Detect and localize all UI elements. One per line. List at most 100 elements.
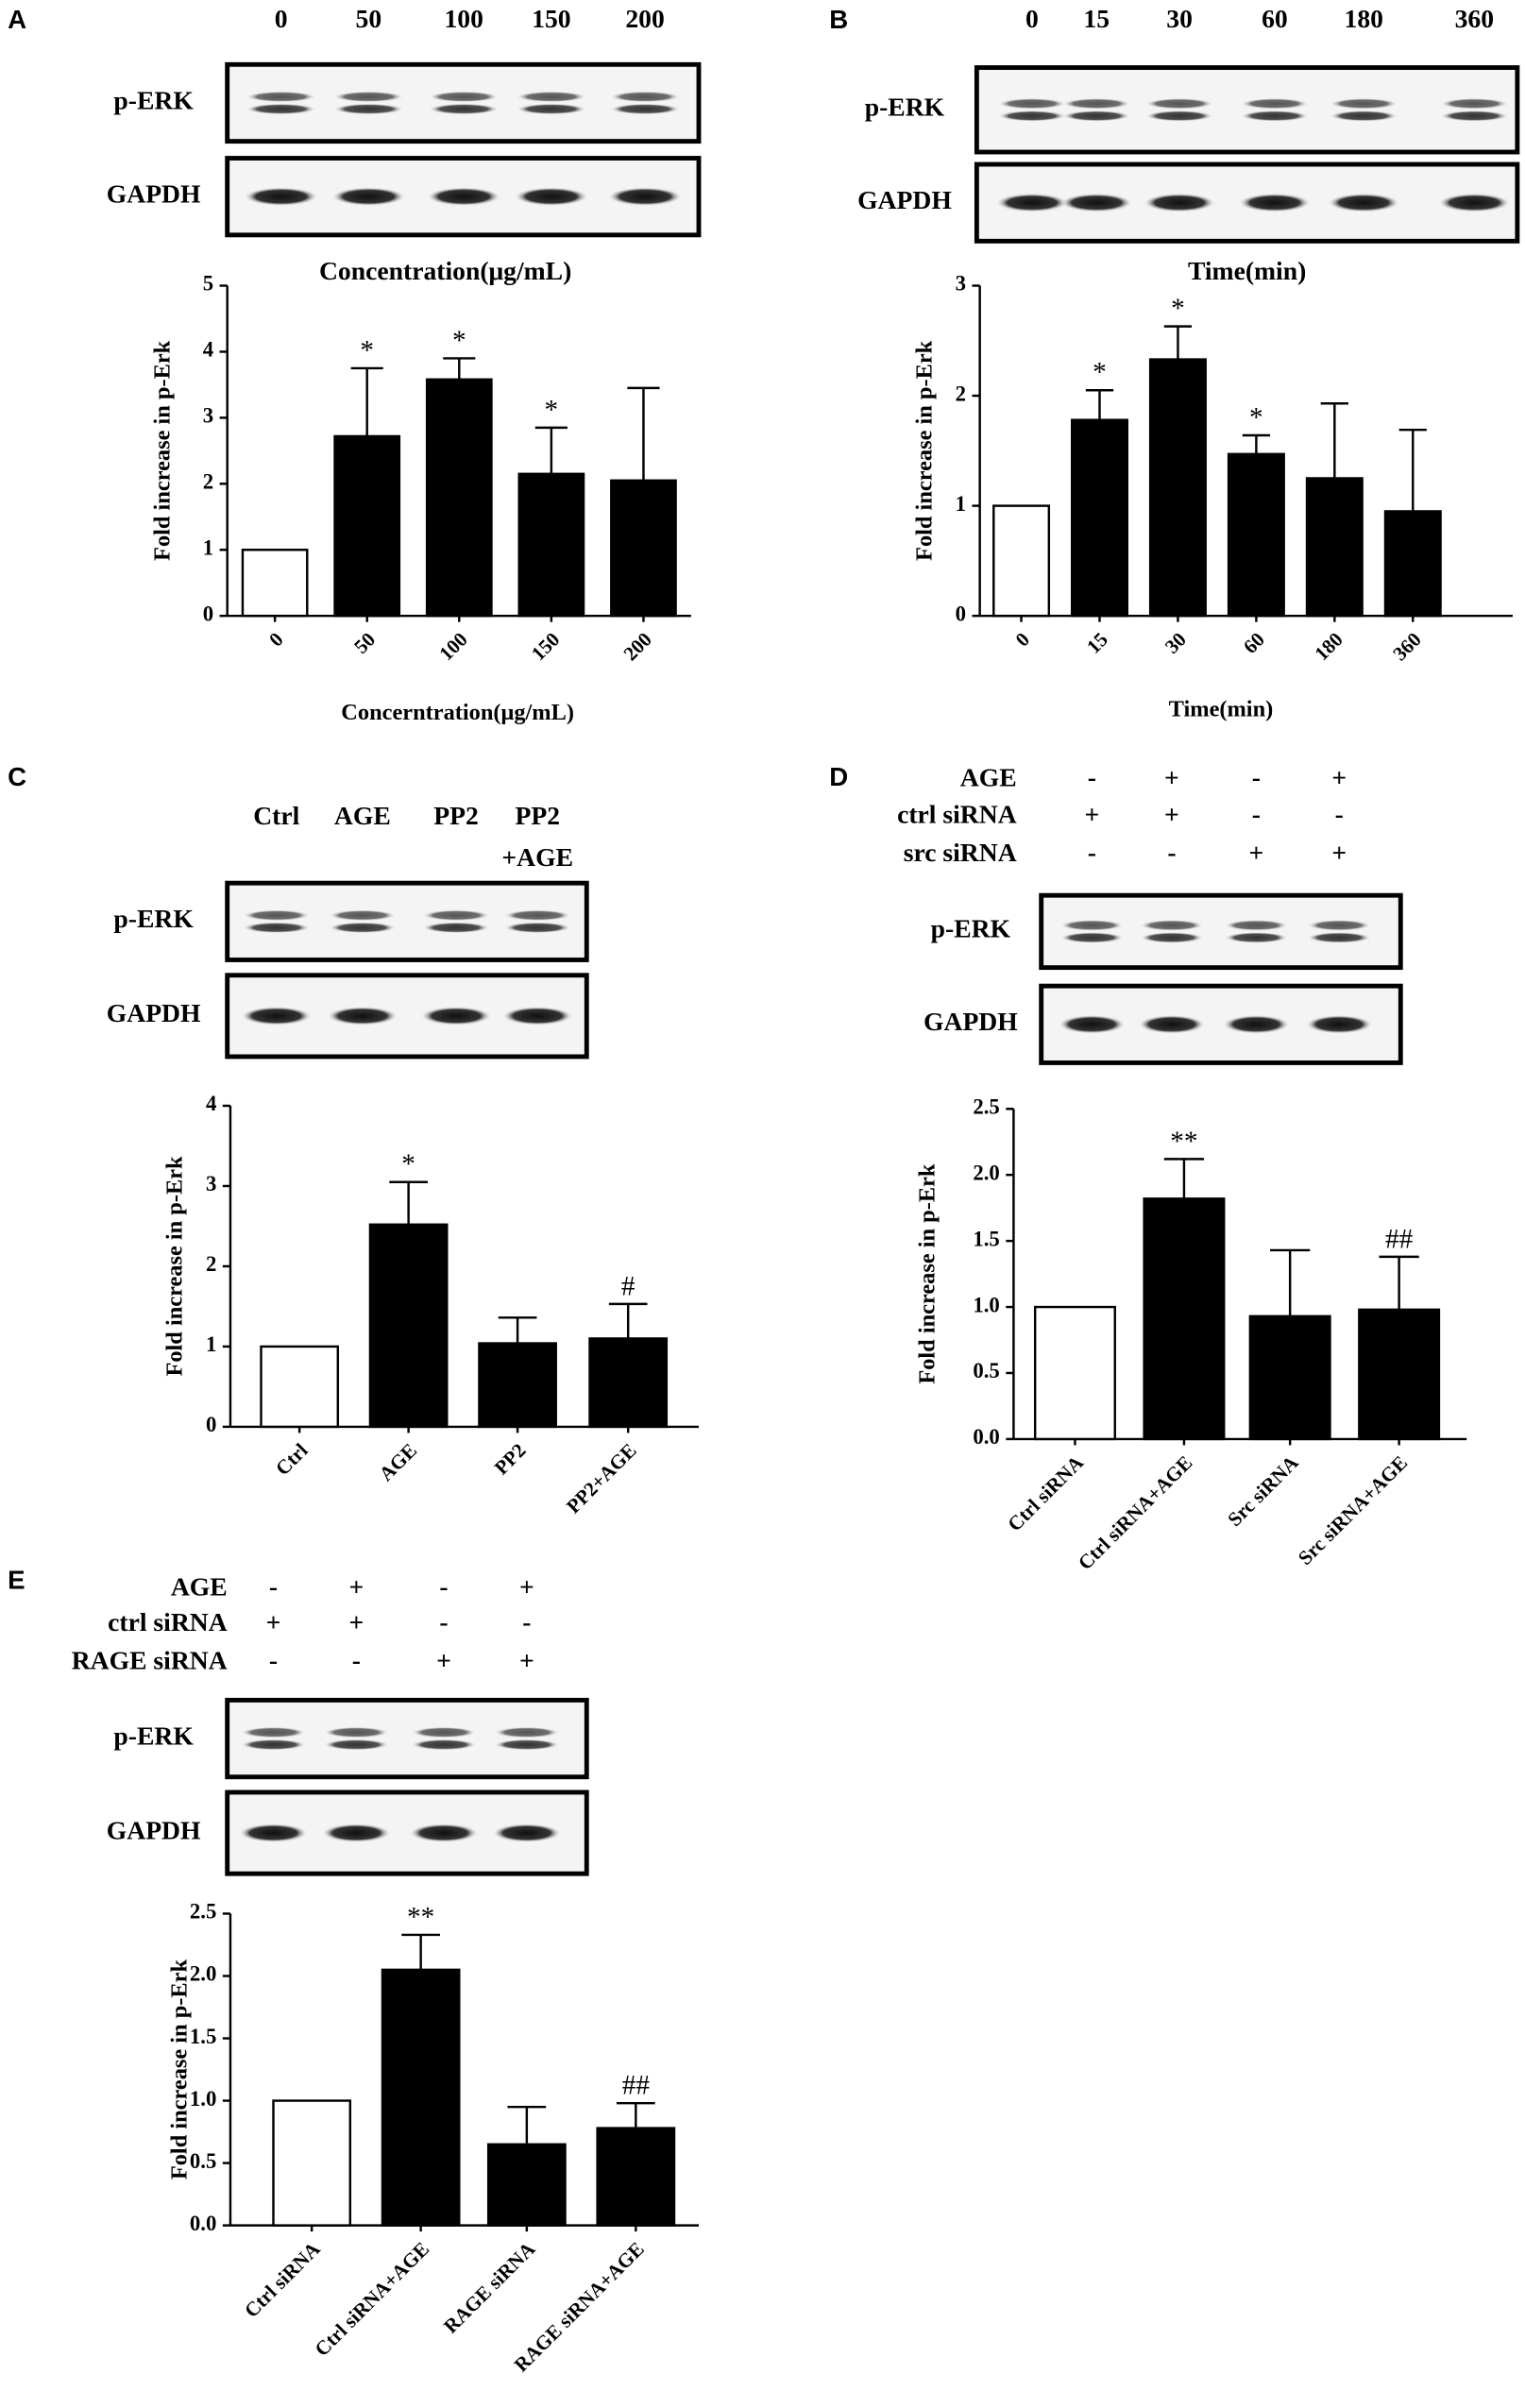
blot-band <box>504 909 571 922</box>
blot-band <box>322 1823 391 1842</box>
blot-band <box>410 1823 478 1842</box>
blot-band <box>1145 98 1213 110</box>
y-tick-label: 1 <box>956 492 966 516</box>
blot-band <box>1328 193 1399 212</box>
condition-label: AGE <box>960 763 1017 792</box>
lane-label: PP2 <box>515 801 560 830</box>
y-axis-label: Fold increase in p-Erk <box>162 1156 188 1377</box>
y-axis-label: Fold increase in p-Erk <box>911 340 937 561</box>
condition-sign: - <box>522 1607 531 1636</box>
y-axis-label: Fold increase in p-Erk <box>915 1163 940 1384</box>
blot-band <box>245 187 318 206</box>
blot-box <box>225 880 589 962</box>
blot-band <box>1140 932 1204 943</box>
blot-band <box>1060 193 1132 212</box>
bar <box>241 549 309 618</box>
y-axis-label: Fold increase in p-Erk <box>150 340 176 561</box>
lane-label: +AGE <box>501 842 573 872</box>
bar <box>1383 510 1442 618</box>
lane-label: AGE <box>334 801 391 830</box>
blot-band <box>1239 193 1311 212</box>
blot-band <box>1440 98 1508 110</box>
blot-band <box>423 909 490 922</box>
y-tick-label: 2 <box>956 382 966 405</box>
condition-sign: + <box>436 1646 451 1675</box>
condition-label: ctrl siRNA <box>897 800 1017 829</box>
bar <box>1227 452 1285 618</box>
blot-row-label: GAPDH <box>857 185 952 214</box>
blot-band <box>246 103 316 115</box>
lane-label: 0 <box>275 4 288 33</box>
y-tick-label: 1.5 <box>190 2025 216 2048</box>
bar <box>1305 477 1364 618</box>
lane-label: 60 <box>1262 4 1288 33</box>
y-tick-label: 4 <box>206 1092 216 1115</box>
panel-letter: C <box>8 762 26 791</box>
y-tick-label: 1.0 <box>190 2087 216 2111</box>
significance-mark: * <box>1249 402 1263 432</box>
blot-band <box>421 1007 491 1026</box>
blot-box <box>225 61 702 144</box>
y-tick-label: 0.0 <box>973 1425 999 1449</box>
blot-band <box>502 1007 573 1026</box>
blot-band <box>608 187 682 206</box>
blot-row-label: p-ERK <box>931 914 1011 943</box>
condition-sign: - <box>439 1572 448 1602</box>
blot-band <box>1330 98 1398 110</box>
y-tick-label: 2.0 <box>973 1161 999 1184</box>
blot-band <box>239 1823 308 1842</box>
blot-band <box>1060 920 1124 931</box>
bar <box>1248 1314 1331 1441</box>
x-axis-label: Concerntration(μg/mL) <box>341 700 574 725</box>
significance-mark: ## <box>1385 1224 1414 1254</box>
blot-band <box>1223 1015 1290 1034</box>
panel-letter: B <box>829 5 848 34</box>
bar <box>381 1968 461 2227</box>
y-tick-label: 1.0 <box>973 1293 999 1316</box>
blot-band <box>333 103 403 115</box>
lane-label: 15 <box>1083 4 1110 33</box>
blot-row-label: p-ERK <box>113 904 194 933</box>
significance-mark: * <box>360 335 374 365</box>
lane-label: 0 <box>1025 4 1039 33</box>
y-tick-label: 0 <box>206 1413 216 1436</box>
bar <box>992 504 1051 618</box>
lane-label: Ctrl <box>253 801 299 830</box>
blot-band <box>517 91 586 103</box>
y-tick-label: 4 <box>203 338 213 362</box>
blot-band <box>429 91 499 103</box>
blot-band <box>429 103 499 115</box>
blot-row-label: p-ERK <box>113 85 194 114</box>
blot-band <box>610 103 680 115</box>
blot-band <box>1062 110 1130 122</box>
condition-sign: + <box>519 1646 534 1675</box>
condition-sign: - <box>1167 838 1176 867</box>
blot-row-label: GAPDH <box>923 1007 1018 1036</box>
condition-label: ctrl siRNA <box>108 1607 228 1636</box>
lane-label: 150 <box>532 4 570 33</box>
blot-band <box>1140 920 1204 931</box>
blot-band <box>1060 932 1124 943</box>
blot-band <box>493 1823 561 1842</box>
significance-mark: * <box>401 1149 415 1179</box>
blot-band <box>427 187 500 206</box>
blot-band <box>504 922 571 934</box>
blot-caption: Time(min) <box>1188 256 1306 285</box>
blot-row-label: p-ERK <box>113 1721 194 1750</box>
condition-sign: - <box>1335 800 1344 829</box>
significance-mark: * <box>1093 358 1107 388</box>
y-tick-label: 3 <box>956 272 966 296</box>
bar <box>517 472 585 618</box>
blot-band <box>329 922 396 934</box>
x-axis-label: Time(min) <box>1169 697 1274 722</box>
blot-band <box>610 91 680 103</box>
condition-sign: + <box>348 1607 364 1636</box>
condition-sign: - <box>1252 800 1261 829</box>
blot-band <box>1144 193 1215 212</box>
y-tick-label: 2 <box>203 470 213 494</box>
y-tick-label: 2.5 <box>973 1094 999 1118</box>
y-tick-label: 5 <box>203 272 213 296</box>
